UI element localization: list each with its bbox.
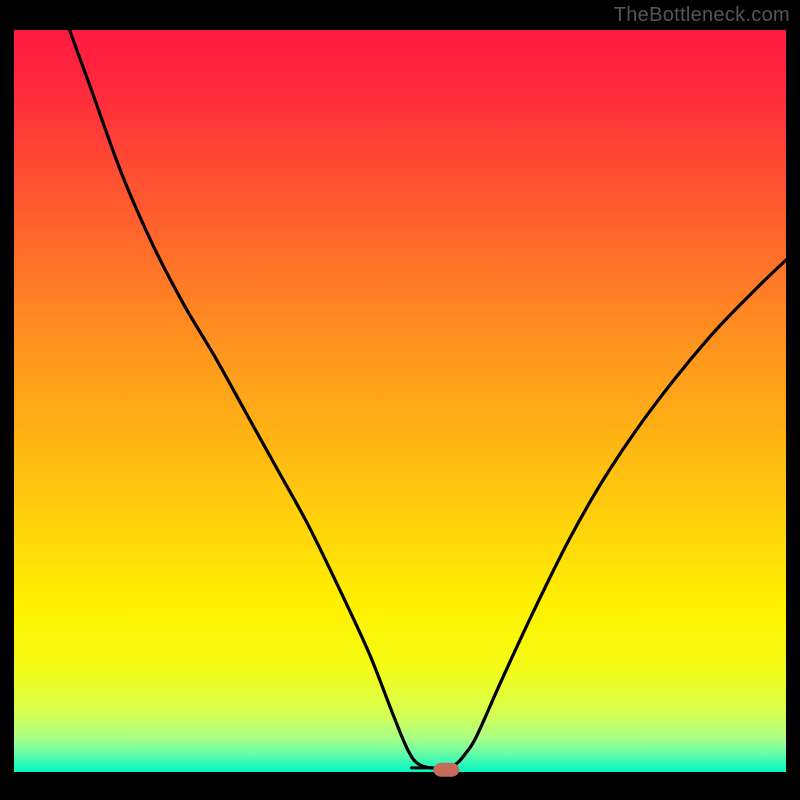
plot-background — [14, 30, 786, 772]
chart-container: TheBottleneck.com — [0, 0, 800, 800]
watermark-text: TheBottleneck.com — [614, 4, 790, 27]
optimal-marker — [433, 763, 459, 777]
bottleneck-chart — [0, 0, 800, 800]
